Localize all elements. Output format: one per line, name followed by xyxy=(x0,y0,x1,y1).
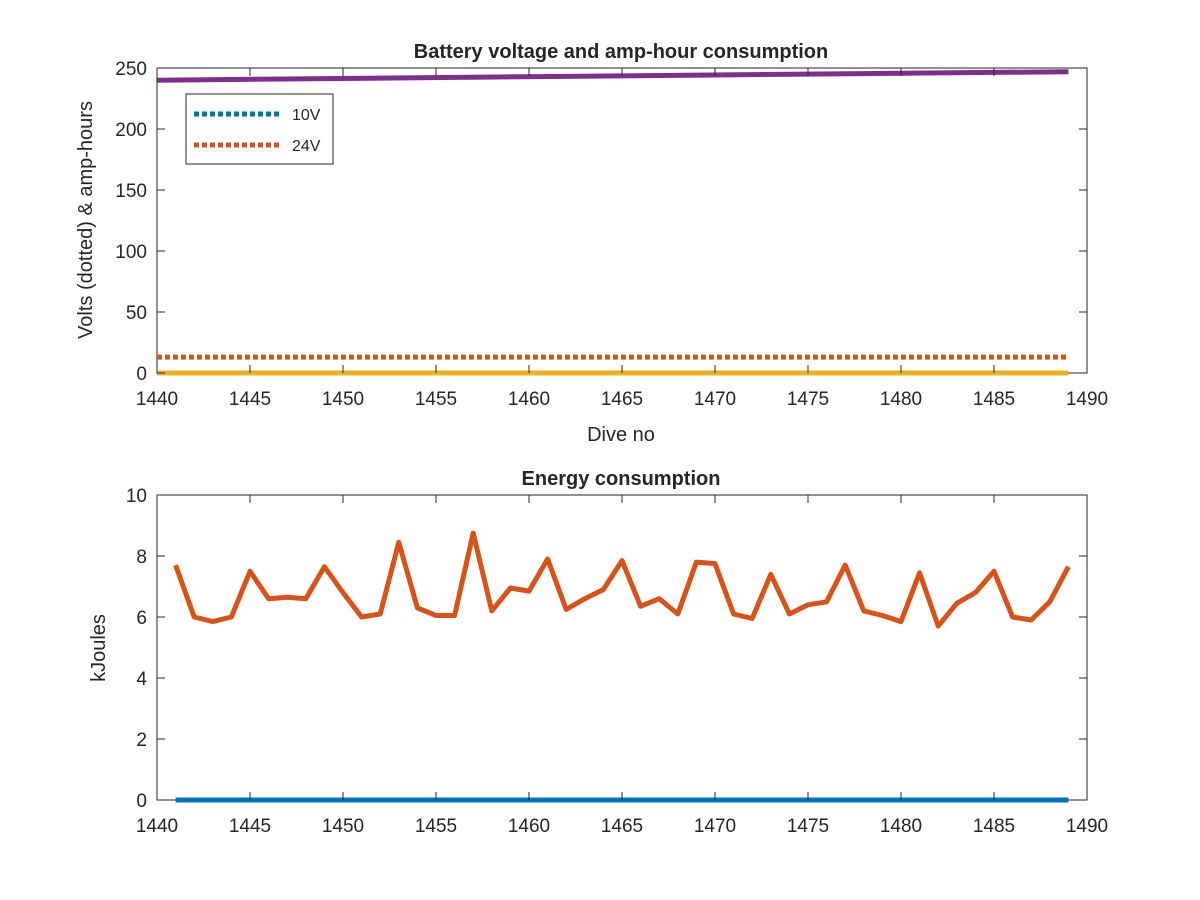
voltage-x-tick-label: 1470 xyxy=(694,389,736,410)
energy-series-line-0 xyxy=(173,530,1071,629)
energy-y-tick-label: 10 xyxy=(126,486,147,507)
energy-x-tick-label: 1455 xyxy=(415,816,457,837)
energy-plot-area xyxy=(156,494,1088,801)
voltage-x-tick-label: 1490 xyxy=(1066,389,1108,410)
voltage-x-tick-label: 1465 xyxy=(601,389,643,410)
voltage-chart: Battery voltage and amp-hour consumption… xyxy=(75,41,1108,446)
voltage-x-tick-label: 1485 xyxy=(973,389,1015,410)
energy-y-tick-label: 8 xyxy=(136,547,147,568)
voltage-y-tick-label: 250 xyxy=(115,59,147,80)
energy-y-tick-label: 0 xyxy=(136,791,147,812)
legend-label-24v: 24V xyxy=(292,138,321,155)
voltage-series-group xyxy=(156,69,1069,376)
voltage-x-tick-label: 1445 xyxy=(229,389,271,410)
energy-x-tick-label: 1480 xyxy=(880,816,922,837)
voltage-y-tick-label: 0 xyxy=(136,364,147,385)
energy-x-tick-label: 1470 xyxy=(694,816,736,837)
voltage-x-axis-label: Dive no xyxy=(587,424,655,446)
energy-x-tick-label: 1475 xyxy=(787,816,829,837)
voltage-x-tick-label: 1440 xyxy=(136,389,178,410)
energy-x-tick-label: 1485 xyxy=(973,816,1015,837)
voltage-x-tick-label: 1475 xyxy=(787,389,829,410)
voltage-ticks-group: 1440 1445 1450 1455 1460 1465 1470 1475 1480 1485… xyxy=(115,59,1108,410)
energy-chart-title: Energy consumption xyxy=(522,468,721,490)
voltage-y-tick-label: 50 xyxy=(126,303,147,324)
energy-x-tick-label: 1460 xyxy=(508,816,550,837)
voltage-legend: 10V 24V xyxy=(185,93,334,165)
voltage-x-tick-label: 1460 xyxy=(508,389,550,410)
voltage-x-tick-label: 1455 xyxy=(415,389,457,410)
voltage-y-tick-label: 200 xyxy=(115,120,147,141)
voltage-series-line-3 xyxy=(156,69,1069,83)
energy-x-tick-label: 1440 xyxy=(136,816,178,837)
energy-y-tick-label: 6 xyxy=(136,608,147,629)
energy-chart: Energy consumption 1440 1445 1450 1455 1460 1… xyxy=(88,468,1108,837)
legend-label-10v: 10V xyxy=(292,107,321,124)
voltage-x-tick-label: 1480 xyxy=(880,389,922,410)
energy-x-tick-label: 1445 xyxy=(229,816,271,837)
voltage-chart-title: Battery voltage and amp-hour consumption xyxy=(414,41,828,63)
voltage-y-tick-label: 100 xyxy=(115,242,147,263)
voltage-y-tick-label: 150 xyxy=(115,181,147,202)
energy-y-tick-label: 4 xyxy=(136,669,147,690)
legend-box xyxy=(185,93,334,165)
energy-x-tick-label: 1490 xyxy=(1066,816,1108,837)
energy-x-tick-label: 1450 xyxy=(322,816,364,837)
voltage-y-axis-label: Volts (dotted) & amp-hours xyxy=(75,101,97,339)
energy-ticks-group: 1440 1445 1450 1455 1460 1465 1470 1475 1480 1485… xyxy=(126,486,1108,837)
energy-y-axis-label: kJoules xyxy=(88,614,110,682)
voltage-x-tick-label: 1450 xyxy=(322,389,364,410)
energy-y-tick-label: 2 xyxy=(136,730,147,751)
energy-x-tick-label: 1465 xyxy=(601,816,643,837)
